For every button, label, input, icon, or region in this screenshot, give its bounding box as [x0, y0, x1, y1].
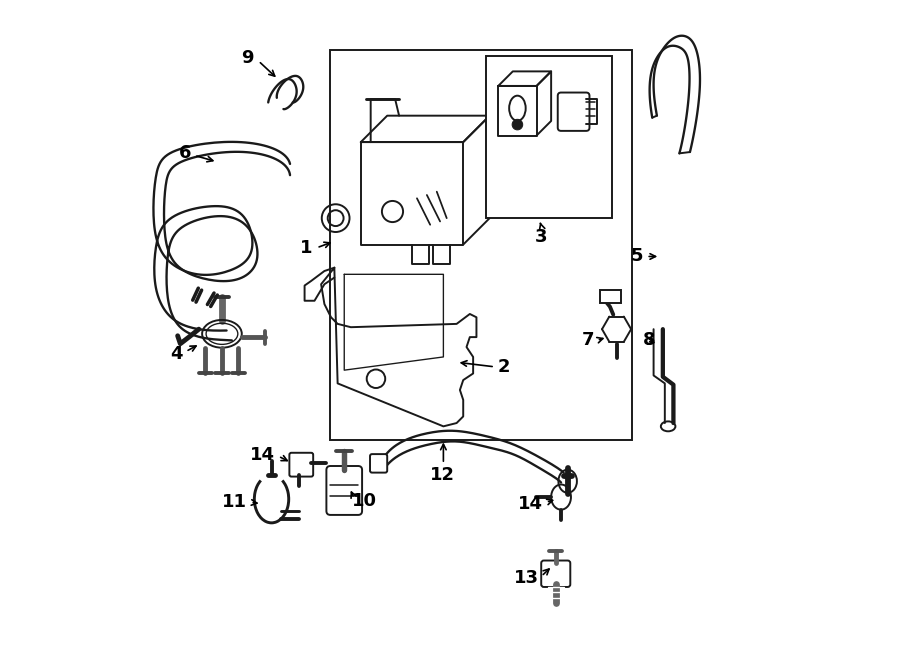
Text: 14: 14	[518, 494, 543, 513]
Text: 7: 7	[581, 331, 594, 350]
FancyBboxPatch shape	[370, 454, 387, 473]
Bar	[486, 56, 612, 218]
FancyBboxPatch shape	[290, 453, 313, 477]
Text: 12: 12	[429, 466, 454, 484]
Text: 10: 10	[352, 492, 377, 510]
Bar	[329, 50, 632, 440]
FancyBboxPatch shape	[558, 93, 590, 131]
Circle shape	[512, 120, 523, 130]
Text: 9: 9	[241, 49, 254, 67]
FancyBboxPatch shape	[541, 561, 571, 587]
Text: 1: 1	[300, 239, 312, 257]
Text: 13: 13	[514, 569, 539, 588]
Text: 8: 8	[643, 331, 655, 350]
Text: 4: 4	[170, 344, 183, 363]
Text: 3: 3	[535, 228, 547, 246]
Text: 5: 5	[631, 247, 643, 266]
Text: 2: 2	[498, 358, 510, 376]
Bar	[600, 290, 621, 303]
FancyBboxPatch shape	[327, 466, 362, 515]
Text: 14: 14	[250, 446, 274, 464]
Text: 6: 6	[178, 144, 191, 163]
Text: 11: 11	[222, 493, 248, 512]
